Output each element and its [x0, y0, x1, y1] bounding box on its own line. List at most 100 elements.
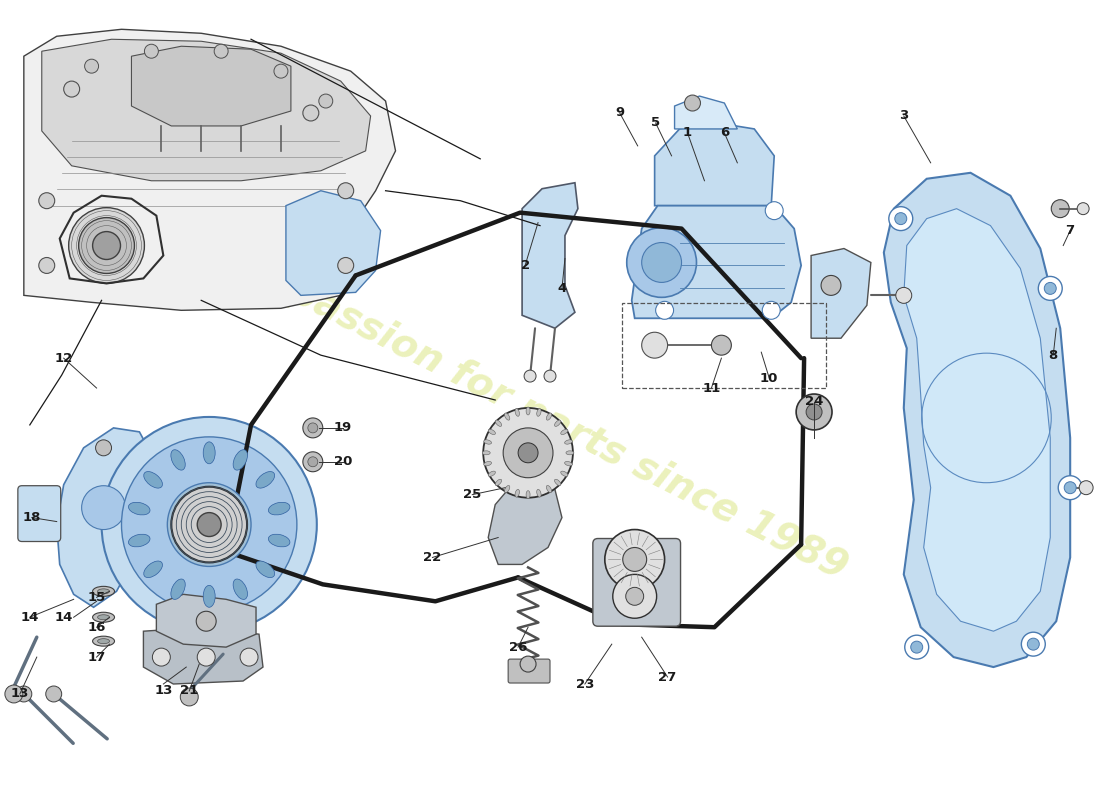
Circle shape	[319, 94, 333, 108]
Ellipse shape	[233, 450, 248, 470]
Circle shape	[81, 486, 125, 530]
FancyBboxPatch shape	[508, 659, 550, 683]
Ellipse shape	[547, 486, 551, 493]
Circle shape	[656, 302, 673, 319]
Circle shape	[889, 206, 913, 230]
Circle shape	[196, 611, 217, 631]
Circle shape	[524, 370, 536, 382]
Ellipse shape	[204, 442, 216, 464]
Circle shape	[518, 443, 538, 462]
Ellipse shape	[170, 450, 185, 470]
Ellipse shape	[564, 462, 572, 466]
Circle shape	[167, 482, 251, 566]
Circle shape	[338, 182, 354, 198]
Ellipse shape	[554, 420, 561, 426]
Circle shape	[503, 428, 553, 478]
Polygon shape	[904, 209, 1050, 631]
Circle shape	[64, 81, 79, 97]
Circle shape	[911, 641, 923, 653]
Circle shape	[641, 332, 668, 358]
Ellipse shape	[144, 561, 163, 578]
Circle shape	[712, 335, 732, 355]
Circle shape	[641, 242, 682, 282]
Circle shape	[172, 486, 248, 562]
Ellipse shape	[495, 479, 502, 486]
Circle shape	[338, 258, 354, 274]
Ellipse shape	[98, 638, 110, 644]
Circle shape	[1044, 282, 1056, 294]
Polygon shape	[522, 182, 578, 328]
Polygon shape	[674, 96, 737, 129]
Bar	[621, 303, 826, 388]
Circle shape	[302, 105, 319, 121]
Circle shape	[1027, 638, 1040, 650]
Ellipse shape	[129, 534, 150, 547]
Ellipse shape	[92, 612, 114, 622]
Circle shape	[821, 275, 842, 295]
Ellipse shape	[98, 589, 110, 594]
Ellipse shape	[526, 490, 530, 498]
Polygon shape	[24, 30, 396, 310]
Ellipse shape	[484, 462, 492, 466]
Circle shape	[520, 656, 536, 672]
Ellipse shape	[256, 471, 275, 488]
Polygon shape	[57, 428, 153, 607]
Text: 19: 19	[333, 422, 352, 434]
Ellipse shape	[526, 407, 530, 415]
Polygon shape	[811, 249, 871, 338]
Ellipse shape	[98, 614, 110, 620]
Ellipse shape	[92, 636, 114, 646]
Circle shape	[180, 688, 198, 706]
Text: a passion for parts since 1989: a passion for parts since 1989	[246, 253, 854, 587]
FancyBboxPatch shape	[593, 538, 681, 626]
Ellipse shape	[144, 471, 163, 488]
Circle shape	[806, 404, 822, 420]
Text: 17: 17	[88, 650, 106, 664]
Circle shape	[240, 648, 258, 666]
Text: 25: 25	[463, 488, 482, 501]
Circle shape	[605, 530, 664, 590]
Circle shape	[1052, 200, 1069, 218]
Circle shape	[214, 44, 228, 58]
Polygon shape	[42, 39, 371, 181]
Ellipse shape	[268, 502, 290, 515]
Circle shape	[144, 44, 158, 58]
Ellipse shape	[204, 586, 216, 607]
Ellipse shape	[495, 420, 502, 426]
Text: 7: 7	[1066, 224, 1075, 237]
Circle shape	[626, 587, 644, 606]
Circle shape	[1038, 277, 1063, 300]
Polygon shape	[631, 206, 801, 318]
Ellipse shape	[268, 534, 290, 547]
Text: 13: 13	[11, 687, 29, 701]
Circle shape	[796, 394, 832, 430]
Text: 11: 11	[702, 382, 721, 394]
Polygon shape	[654, 123, 774, 206]
Ellipse shape	[482, 451, 491, 455]
Polygon shape	[488, 478, 562, 565]
Circle shape	[85, 59, 99, 73]
Text: 16: 16	[87, 621, 106, 634]
Circle shape	[762, 302, 780, 319]
Circle shape	[39, 193, 55, 209]
Circle shape	[684, 95, 701, 111]
Ellipse shape	[561, 471, 568, 476]
Circle shape	[308, 457, 318, 466]
Text: 6: 6	[719, 126, 729, 139]
Circle shape	[302, 452, 322, 472]
Circle shape	[302, 418, 322, 438]
Circle shape	[613, 574, 657, 618]
Text: 21: 21	[180, 685, 198, 698]
Text: 3: 3	[899, 110, 909, 122]
Circle shape	[1022, 632, 1045, 656]
Text: 27: 27	[659, 670, 676, 683]
Ellipse shape	[505, 413, 509, 420]
Circle shape	[623, 547, 647, 571]
Text: 26: 26	[509, 641, 527, 654]
Circle shape	[895, 287, 912, 303]
Circle shape	[1079, 481, 1093, 494]
Circle shape	[78, 218, 134, 274]
Circle shape	[197, 648, 216, 666]
Circle shape	[483, 408, 573, 498]
Circle shape	[4, 685, 23, 703]
